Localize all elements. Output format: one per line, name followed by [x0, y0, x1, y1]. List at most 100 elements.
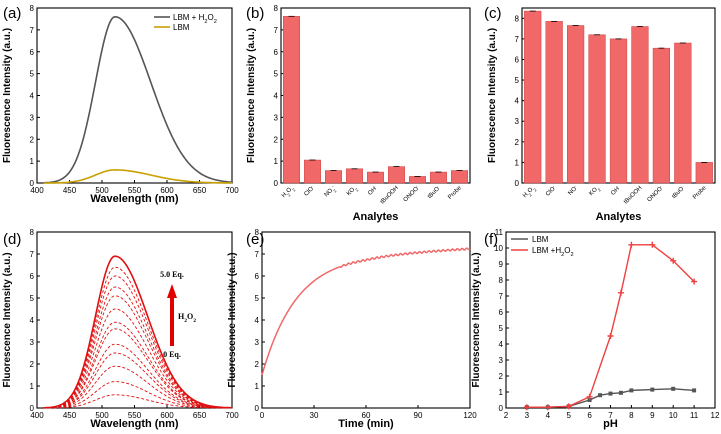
y-tick-label: 4: [30, 316, 35, 325]
category-label-part: ONOO: [403, 186, 420, 203]
y-tick-label: 7: [30, 250, 35, 259]
titration-curve: [43, 275, 232, 409]
x-tick-label: 0: [260, 411, 265, 420]
titration-curve: [43, 365, 232, 409]
x-tick-label: 10: [669, 411, 678, 420]
category-label-part: NO: [567, 186, 578, 197]
titration-curve: [43, 328, 232, 409]
series-line: [43, 169, 232, 184]
series-line: [526, 388, 695, 408]
category-label-part: ClO: [545, 186, 557, 198]
y-tick-label: 1: [30, 157, 35, 166]
y-tick-label: 5: [274, 70, 279, 79]
data-point: [586, 393, 593, 400]
annotation-bottom: 0 Eq.: [163, 350, 181, 359]
y-tick-label: 0: [30, 404, 35, 413]
x-tick-label: 12: [711, 411, 720, 420]
data-point: [617, 289, 624, 296]
data-point: [618, 390, 623, 395]
series-line: [43, 15, 233, 184]
category-label-part: H: [522, 192, 529, 199]
panel-label: (c): [484, 5, 502, 22]
arrow-head: [167, 284, 177, 298]
data-point: [598, 393, 603, 398]
bar: [388, 166, 405, 184]
panel-label: (a): [3, 5, 21, 22]
x-tick-label: 8: [629, 411, 634, 420]
data-point: [629, 388, 634, 393]
x-axis-label: Time (min): [338, 418, 394, 430]
bar: [545, 21, 563, 184]
category-label-part: ·: [435, 183, 440, 188]
plot-frame: [280, 7, 471, 184]
panel-c: (c) Fluorescence Intensity (a.u.) Analytes…: [484, 5, 716, 223]
y-tick-label: 2: [274, 135, 279, 144]
category-label-part: tBuOOH: [380, 185, 400, 205]
legend-label-part: O: [564, 246, 570, 255]
category-label-part: ClO: [303, 186, 315, 198]
data-point: [544, 404, 551, 411]
x-tick-label: 500: [95, 411, 109, 420]
category-label-part: 2: [354, 186, 360, 192]
kinetics-line: [261, 247, 471, 376]
y-tick-label: 8: [274, 4, 279, 13]
x-tick-label: 60: [362, 411, 371, 420]
x-tick-label: 90: [414, 411, 423, 420]
bar: [524, 10, 542, 184]
x-tick-label: 650: [193, 411, 207, 420]
panel-d: (d) Fluorescence Intensity (a.u.) Waveleng…: [2, 228, 239, 430]
titration-curve: [43, 343, 232, 409]
y-tick-label: 2: [515, 138, 520, 147]
category-label-part: -: [330, 183, 335, 188]
category-label-part: Probe: [447, 185, 463, 201]
category-label: Probe: [447, 185, 463, 201]
annotation-mid-part: 2: [193, 318, 196, 324]
y-tick-label: 0: [515, 179, 520, 188]
bar: [283, 16, 300, 184]
x-axis-label: pH: [603, 418, 618, 430]
y-tick-label: 2: [499, 372, 504, 381]
x-tick-label: 400: [30, 186, 44, 195]
category-label: tBuO·: [670, 183, 687, 200]
panel-a: (a) Fluorescence Intensity (a.u.) Waveleng…: [2, 4, 239, 205]
annotation-mid-part: H: [178, 312, 185, 321]
y-tick-label: 3: [274, 113, 279, 122]
category-label-part: 2: [596, 186, 602, 192]
category-label-part: Probe: [692, 185, 708, 201]
annotation-mid: H2O2: [178, 312, 196, 324]
category-label: tBuO·: [425, 183, 442, 200]
x-tick-label: 700: [225, 411, 239, 420]
y-tick-label: 3: [515, 117, 520, 126]
y-tick-label: 5: [515, 76, 520, 85]
x-axis-label: Analytes: [353, 211, 399, 223]
category-label-part: O: [286, 187, 294, 195]
y-tick-label: 5: [30, 294, 35, 303]
legend-label-part: LBM +H: [532, 246, 561, 255]
annotation-mid-part: 2: [184, 318, 187, 324]
y-tick-label: 5: [255, 294, 260, 303]
y-tick-label: 8: [499, 276, 504, 285]
category-label-part: H: [281, 192, 288, 199]
annotation-top: 5.0 Eq.: [160, 270, 184, 279]
data-point: [670, 257, 677, 264]
y-tick-label: 4: [255, 316, 260, 325]
y-tick-label: 3: [30, 338, 35, 347]
y-tick-label: 0: [30, 179, 35, 188]
y-tick-label: 4: [499, 340, 504, 349]
category-label-part: KO: [588, 187, 599, 198]
legend-label-part: LBM: [173, 23, 190, 32]
bar: [367, 171, 384, 184]
category-label-part: ONOO: [647, 186, 664, 203]
category-label: KO2: [346, 185, 360, 199]
y-tick-label: 8: [515, 14, 520, 23]
category-label-part: tBuO: [671, 186, 685, 200]
x-axis-label: Analytes: [596, 211, 642, 223]
legend-label: LBM +H2O2: [532, 246, 574, 258]
x-tick-label: 3: [525, 411, 530, 420]
y-tick-label: 8: [255, 228, 260, 237]
category-label: NO2-: [322, 183, 339, 200]
legend-label-part: 2: [204, 19, 207, 25]
y-axis-label: Fluorescence Intensity (a.u.): [487, 28, 498, 163]
bar: [430, 171, 447, 184]
y-tick-label: 8: [30, 4, 35, 13]
